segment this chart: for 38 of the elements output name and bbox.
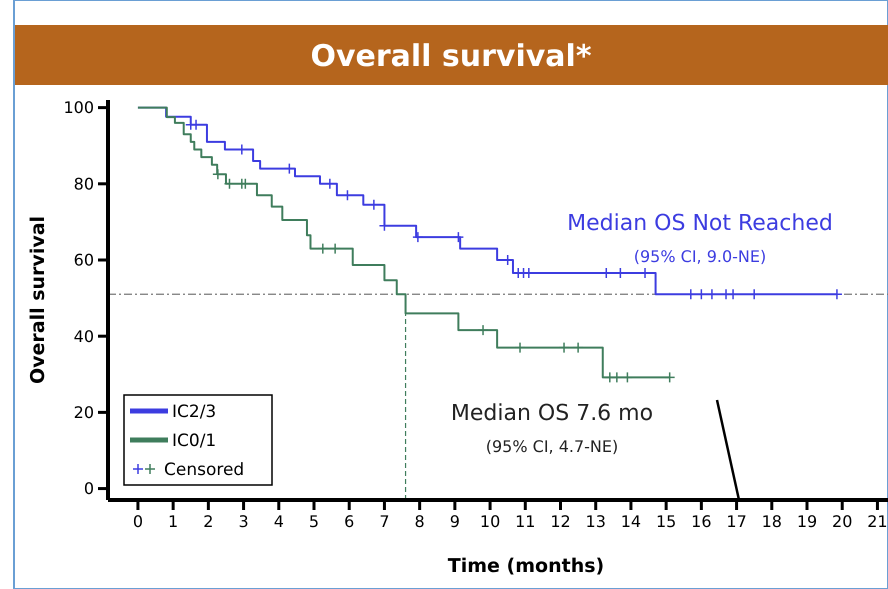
- x-tick-label: 20: [832, 512, 852, 531]
- x-tick-label: 13: [586, 512, 606, 531]
- x-tick-label: 17: [726, 512, 747, 531]
- x-tick-label: 14: [620, 512, 642, 531]
- x-tick-label: 1: [168, 512, 178, 531]
- x-tick-label: 21: [867, 512, 888, 531]
- x-tick-label: 18: [762, 512, 782, 531]
- x-axis-title: Time (months): [448, 555, 604, 577]
- legend-label: IC2/3: [172, 402, 216, 422]
- annotation: (95% CI, 4.7-NE): [486, 437, 618, 456]
- y-tick-label: 0: [84, 479, 94, 498]
- x-tick-label: 8: [414, 512, 425, 531]
- x-tick-label: 12: [550, 512, 571, 531]
- x-tick-label: 15: [656, 512, 676, 531]
- y-tick-label: 60: [74, 250, 94, 270]
- x-tick-label: 6: [344, 512, 354, 531]
- x-tick-label: 3: [238, 512, 249, 531]
- y-tick-label: 40: [74, 326, 94, 346]
- x-tick-label: 7: [379, 512, 390, 531]
- x-tick-label: 11: [515, 512, 536, 531]
- x-tick-label: 9: [450, 512, 460, 531]
- annotation: Median OS 7.6 mo: [450, 401, 654, 426]
- y-tick-label: 20: [74, 402, 94, 422]
- x-tick-label: 19: [796, 512, 818, 531]
- x-tick-label: 0: [132, 512, 144, 531]
- x-tick-label: 5: [308, 512, 320, 531]
- x-tick-label: 4: [274, 512, 284, 531]
- x-tick-label: 16: [691, 512, 712, 531]
- chart-title: Overall survival*: [310, 39, 592, 74]
- y-tick-label: 80: [74, 174, 94, 194]
- x-tick-label: 2: [203, 512, 214, 531]
- annotation: Median OS Not Reached: [567, 211, 833, 236]
- y-tick-label: 100: [63, 98, 94, 118]
- legend-label: IC0/1: [172, 430, 216, 451]
- legend-label: Censored: [164, 460, 244, 480]
- y-axis-title: Overall survival: [27, 216, 49, 384]
- annotation: (95% CI, 9.0-NE): [634, 247, 766, 266]
- x-tick-label: 10: [480, 512, 500, 531]
